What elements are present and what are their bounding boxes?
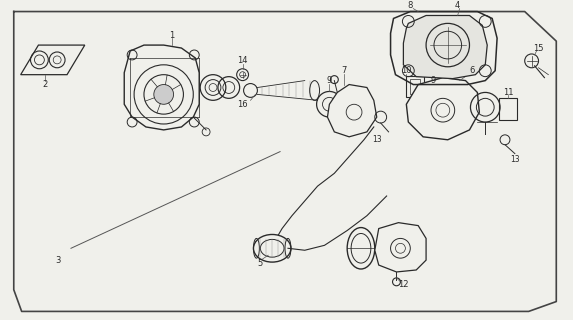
Text: 15: 15: [533, 44, 544, 52]
Text: 3: 3: [56, 256, 61, 265]
Text: 13: 13: [372, 135, 382, 144]
Text: 7: 7: [342, 66, 347, 75]
Text: 12: 12: [398, 280, 409, 289]
Text: 6: 6: [470, 66, 475, 75]
Polygon shape: [327, 84, 377, 137]
Text: 10: 10: [401, 66, 411, 75]
Polygon shape: [406, 78, 480, 140]
Ellipse shape: [347, 228, 375, 269]
Text: 8: 8: [407, 1, 413, 10]
Ellipse shape: [253, 235, 291, 262]
Bar: [410, 79, 420, 94]
Text: 16: 16: [237, 100, 248, 109]
Text: 1: 1: [169, 31, 174, 40]
Polygon shape: [124, 45, 199, 130]
Text: 4: 4: [455, 1, 460, 10]
Text: 9: 9: [430, 76, 435, 85]
Bar: [406, 76, 424, 97]
Text: 14: 14: [237, 56, 248, 65]
Bar: [499, 98, 517, 120]
Text: 11: 11: [503, 88, 513, 97]
Circle shape: [154, 84, 174, 104]
Text: 13: 13: [510, 155, 520, 164]
Polygon shape: [403, 15, 487, 79]
Text: 5: 5: [258, 259, 263, 268]
Text: 2: 2: [43, 80, 48, 89]
Polygon shape: [375, 223, 426, 272]
Text: 9: 9: [327, 76, 332, 85]
